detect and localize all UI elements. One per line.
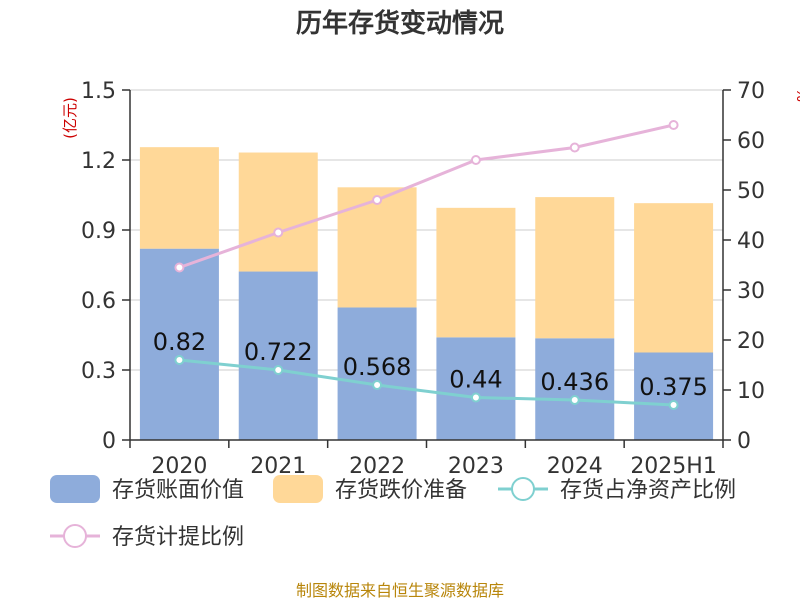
x-tick-label: 2023 xyxy=(448,454,504,479)
right-tick-label: 60 xyxy=(737,129,765,154)
bar-book-value xyxy=(436,337,516,440)
bar-impairment-reserve xyxy=(634,203,714,353)
x-tick-label: 2022 xyxy=(349,454,405,479)
bar-book-value xyxy=(337,307,417,440)
lines xyxy=(174,120,679,410)
legend-impairment-reserve-swatch xyxy=(273,475,323,503)
right-tick-label: 0 xyxy=(737,429,751,454)
right-tick-label: 50 xyxy=(737,179,765,204)
point-provision-ratio xyxy=(668,120,679,130)
left-tick-label: 0 xyxy=(102,429,116,454)
data-label-book-value: 0.82 xyxy=(153,328,206,356)
line-provision-ratio xyxy=(178,123,674,269)
point-provision-ratio xyxy=(174,262,185,273)
bar-impairment-reserve xyxy=(337,187,417,308)
point-provision-ratio xyxy=(470,155,481,165)
data-labels: 0.82 0.722 0.568 0.44 0.436 0.375 xyxy=(153,328,708,401)
data-label-book-value: 0.375 xyxy=(639,373,708,401)
point-inventory-to-net-assets xyxy=(470,392,481,403)
bar-impairment-reserve xyxy=(535,197,615,339)
data-label-book-value: 0.722 xyxy=(244,338,313,366)
right-tick-label: 10 xyxy=(737,379,765,404)
line-inventory-to-net-assets xyxy=(179,358,674,407)
legend-impairment-reserve-label: 存货跌价准备 xyxy=(335,478,467,503)
gridlines xyxy=(130,89,723,371)
bar-impairment-reserve xyxy=(238,152,318,272)
bar-impairment-reserve xyxy=(436,207,516,338)
bar-book-value xyxy=(535,338,615,440)
left-tick-label: 0.9 xyxy=(81,219,116,244)
left-tick-label: 1.5 xyxy=(81,79,116,104)
point-provision-ratio xyxy=(569,142,580,153)
left-tick-label: 0.3 xyxy=(81,359,116,384)
data-label-book-value: 0.44 xyxy=(449,366,502,394)
x-tick-label: 2020 xyxy=(151,454,207,479)
bar-impairment-reserve xyxy=(139,147,219,249)
x-tick-label: 2024 xyxy=(547,454,603,479)
point-provision-ratio xyxy=(273,227,284,238)
legend-book-value-label: 存货账面价值 xyxy=(112,478,244,503)
bar-book-value xyxy=(238,271,318,440)
left-axis-unit: (亿元) xyxy=(61,97,79,139)
right-tick-label: 30 xyxy=(737,279,765,304)
source-note: 制图数据来自恒生聚源数据库 xyxy=(296,581,504,600)
x-tick-label: 2021 xyxy=(250,454,306,479)
left-tick-label: 0.6 xyxy=(81,289,116,314)
legend-provision-ratio-label: 存货计提比例 xyxy=(112,525,244,550)
bar-book-value xyxy=(634,352,714,440)
right-tick-label: 20 xyxy=(737,329,765,354)
data-label-book-value: 0.436 xyxy=(540,368,609,396)
point-provision-ratio xyxy=(372,195,383,205)
legend-inventory-to-net-assets-swatch-marker xyxy=(511,477,535,501)
axes: 0 0.3 0.6 0.9 1.2 1.5 0 10 20 30 40 50 60 70 2020 2021 2… xyxy=(81,79,765,479)
x-tick-label: 2025H1 xyxy=(630,454,717,479)
right-tick-label: 70 xyxy=(737,79,765,104)
data-label-book-value: 0.568 xyxy=(343,353,412,381)
point-inventory-to-net-assets xyxy=(273,365,284,375)
right-tick-label: 40 xyxy=(737,229,765,254)
legend-inventory-to-net-assets-label: 存货占净资产比例 xyxy=(560,478,736,503)
point-inventory-to-net-assets xyxy=(569,395,580,405)
legend-provision-ratio-swatch-marker xyxy=(63,524,87,548)
chart-title: 历年存货变动情况 xyxy=(296,8,504,39)
point-inventory-to-net-assets xyxy=(668,400,679,410)
right-axis-unit: % xyxy=(793,88,800,102)
legend-book-value-swatch xyxy=(50,475,100,503)
point-inventory-to-net-assets xyxy=(174,355,185,365)
point-inventory-to-net-assets xyxy=(372,380,383,390)
left-tick-label: 1.2 xyxy=(81,149,116,174)
bars xyxy=(139,147,714,440)
bar-book-value xyxy=(139,248,219,440)
